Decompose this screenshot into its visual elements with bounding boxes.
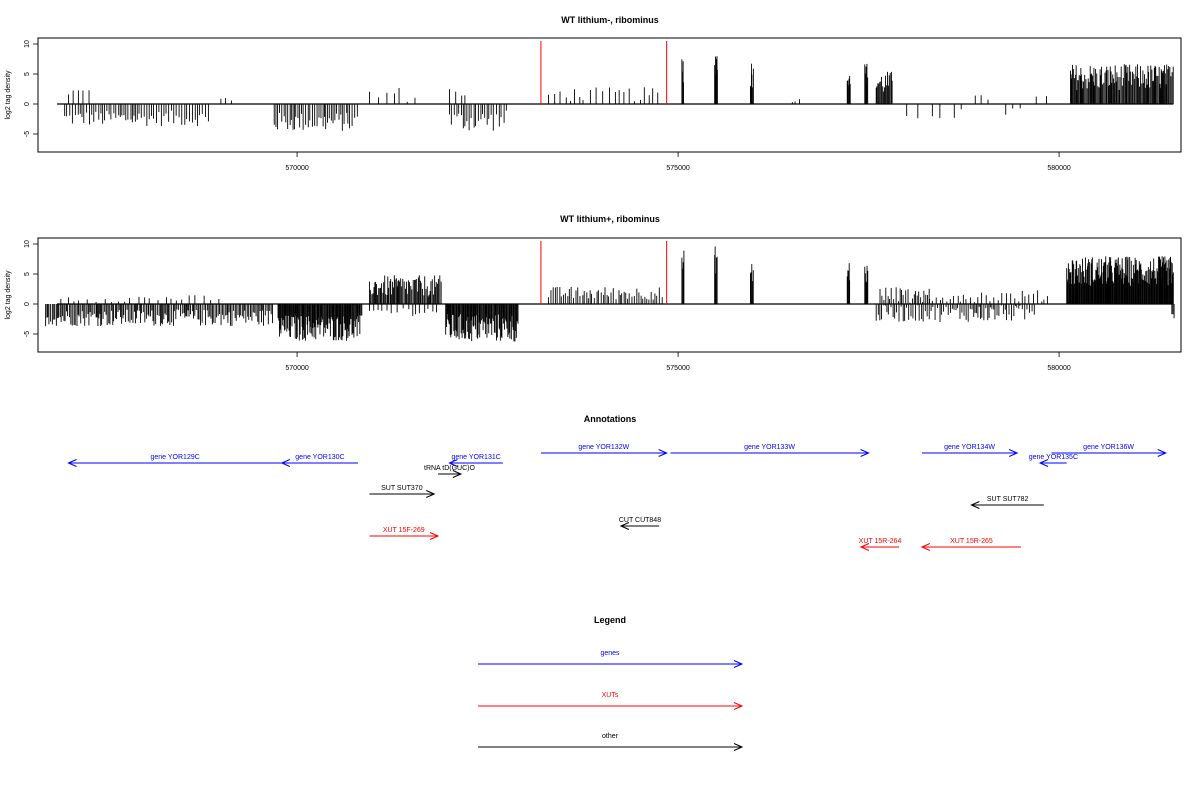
annotation-label: gene YOR134W [944, 444, 995, 451]
panel-1-title: WT lithium-, ribominus [561, 15, 659, 25]
annotation-label: gene YOR135C [1029, 454, 1078, 461]
annotation-arrowhead [1038, 459, 1049, 467]
annotation-features: gene YOR129C gene YOR130C gene YOR131C gene… [67, 444, 1168, 551]
annotation-feature: CUT CUT848 [619, 517, 661, 530]
annotation-feature: gene YOR133W [670, 444, 870, 457]
annotation-label: gene YOR132W [578, 444, 629, 451]
legend-title: Legend [594, 615, 626, 625]
legend-arrowhead [733, 660, 744, 668]
annotation-feature: XUT 15R-264 [859, 538, 902, 551]
annotation-arrowhead [859, 543, 870, 551]
y-tick-label: 10 [24, 40, 31, 48]
annotation-arrowhead [1008, 449, 1019, 457]
annotation-feature: gene YOR135C [1029, 454, 1078, 467]
legend-arrowhead [733, 702, 744, 710]
y-tick-label: 0 [24, 302, 31, 306]
annotation-arrowhead [280, 459, 291, 467]
legend-item: other [478, 733, 744, 751]
annotation-label: SUT SUT370 [381, 485, 423, 492]
annotation-feature: gene YOR129C [67, 454, 282, 467]
annotation-arrowhead [448, 459, 458, 467]
annotation-arrowhead [860, 449, 870, 457]
panel-2-density-bars [45, 246, 1175, 342]
panel-2-frame [37, 237, 1182, 353]
annotation-arrowhead [67, 459, 77, 467]
panel-lithium-minus: WT lithium-, ribominus log2 tag density … [5, 15, 1182, 172]
annotation-label: SUT SUT782 [987, 496, 1029, 503]
y-tick-label: 5 [24, 72, 31, 76]
annotation-arrowhead [426, 490, 436, 498]
legend-items: genes XUTs other [478, 650, 744, 751]
annotation-feature: gene YOR136W [1051, 444, 1168, 457]
x-tick-label: 570000 [285, 165, 308, 172]
legend-label: other [602, 733, 619, 740]
annotation-label: XUT 15F-269 [383, 527, 425, 534]
annotation-label: gene YOR131C [452, 454, 501, 461]
annotation-feature: SUT SUT370 [369, 485, 436, 498]
legend-arrowhead [733, 743, 744, 751]
annotation-arrowhead [452, 470, 463, 478]
annotation-arrowhead [920, 543, 931, 551]
annotation-feature: XUT 15R-265 [920, 538, 1021, 551]
annotation-label: CUT CUT848 [619, 517, 661, 524]
x-tick-label: 575000 [666, 365, 689, 372]
annotation-feature: tRNA tD(GUC)O [424, 465, 476, 478]
annotation-arrowhead [658, 449, 668, 457]
annotation-feature: gene YOR132W [540, 444, 668, 457]
legend-item: genes [478, 650, 744, 668]
panel-lithium-plus: WT lithium+, ribominus log2 tag density … [5, 214, 1182, 372]
annotation-label: tRNA tD(GUC)O [424, 465, 476, 472]
panel-2-y-axis: -5 0 5 10 [24, 240, 39, 337]
annotations-title: Annotations [584, 414, 637, 424]
annotation-arrowhead [429, 532, 440, 540]
panel-1-ylabel: log2 tag density [5, 70, 12, 120]
annotation-arrowhead [1157, 449, 1168, 457]
panel-2-title: WT lithium+, ribominus [560, 214, 660, 224]
panel-2-ylabel: log2 tag density [5, 270, 12, 320]
annotation-label: gene YOR130C [295, 454, 344, 461]
annotation-label: gene YOR133W [744, 444, 795, 451]
annotation-arrowhead [970, 501, 980, 509]
panel-1-y-axis: -5 0 5 10 [24, 40, 39, 137]
annotation-label: gene YOR136W [1083, 444, 1134, 451]
legend-label: XUTs [602, 692, 619, 699]
x-tick-label: 575000 [666, 165, 689, 172]
panel-1-x-axis: 570000 575000 580000 [285, 152, 1071, 172]
annotation-feature: XUT 15F-269 [369, 527, 440, 540]
annotation-arrowhead [619, 522, 630, 530]
panel-1-markers [540, 41, 668, 104]
legend-item: XUTs [478, 692, 744, 710]
panel-2-x-axis: 570000 575000 580000 [285, 352, 1071, 372]
annotation-label: XUT 15R-265 [950, 538, 993, 545]
y-tick-label: -5 [24, 331, 31, 337]
x-tick-label: 570000 [285, 365, 308, 372]
y-tick-label: -5 [24, 131, 31, 137]
annotation-feature: gene YOR134W [921, 444, 1019, 457]
y-tick-label: 5 [24, 272, 31, 276]
x-tick-label: 580000 [1047, 165, 1070, 172]
panel-2-markers [540, 241, 668, 304]
annotation-feature: gene YOR131C [448, 454, 503, 467]
x-tick-label: 580000 [1047, 365, 1070, 372]
annotation-label: XUT 15R-264 [859, 538, 902, 545]
annotation-feature: gene YOR130C [280, 454, 359, 467]
annotation-feature: SUT SUT782 [970, 496, 1044, 509]
annotations-panel: Annotations gene YOR129C gene YOR130C gene… [67, 414, 1168, 551]
y-tick-label: 10 [24, 240, 31, 248]
legend-label: genes [600, 650, 620, 657]
legend-panel: Legend genes XUTs other [478, 615, 744, 751]
panel-1-density-bars [57, 56, 1174, 131]
y-tick-label: 0 [24, 102, 31, 106]
annotation-label: gene YOR129C [151, 454, 200, 461]
